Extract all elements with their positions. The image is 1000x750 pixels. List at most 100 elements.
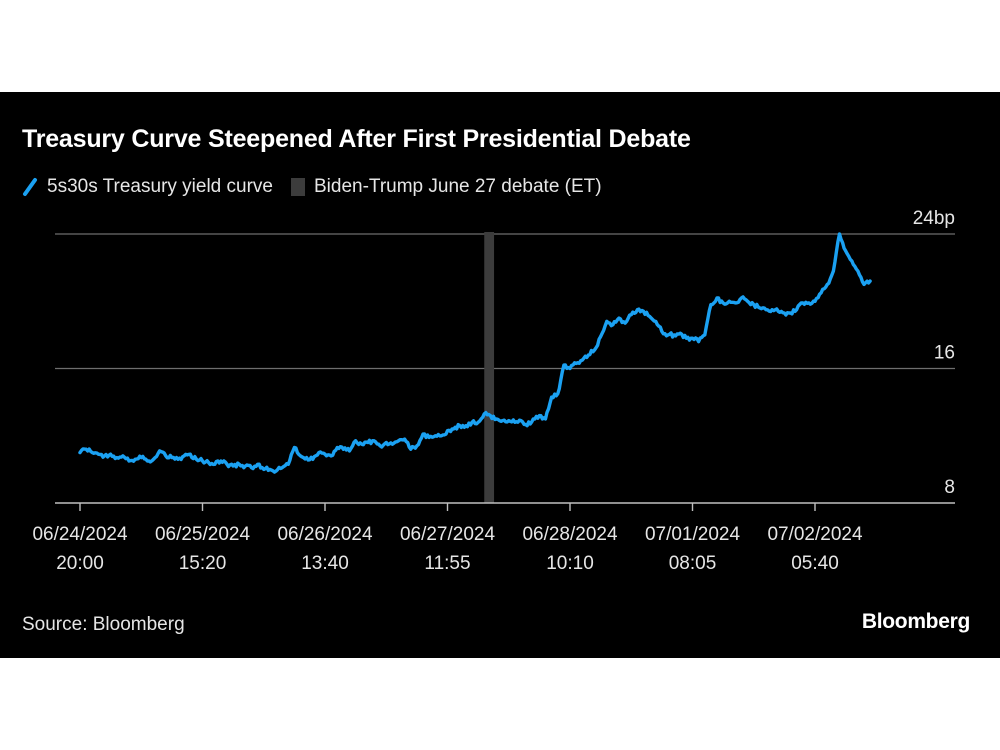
data-point xyxy=(274,469,278,473)
data-point xyxy=(458,424,462,428)
data-point xyxy=(335,446,339,450)
data-point xyxy=(415,444,419,448)
data-point xyxy=(470,420,474,424)
data-point xyxy=(139,456,143,460)
data-point xyxy=(831,269,835,273)
x-tick-date: 07/01/2024 xyxy=(645,524,741,545)
data-point xyxy=(201,459,204,463)
data-point xyxy=(188,452,192,456)
data-point xyxy=(90,451,94,455)
debate-band-layer xyxy=(484,232,495,503)
x-tick-time: 05:40 xyxy=(791,553,839,574)
data-point xyxy=(697,340,701,344)
data-point xyxy=(586,353,590,357)
x-axis xyxy=(55,502,955,511)
data-point xyxy=(727,299,731,303)
data-point xyxy=(666,333,670,337)
data-point xyxy=(544,417,547,421)
data-point xyxy=(574,361,578,365)
data-point xyxy=(629,313,633,317)
data-point xyxy=(194,457,198,461)
chart-panel xyxy=(0,92,1000,658)
data-point xyxy=(746,299,750,303)
data-point xyxy=(433,434,437,438)
legend-entry-debate: Biden-Trump June 27 debate (ET) xyxy=(291,176,602,198)
x-tick-date: 06/25/2024 xyxy=(155,524,251,545)
y-tick-label: 16 xyxy=(934,343,955,364)
bloomberg-logo: Bloomberg xyxy=(861,610,970,633)
data-point xyxy=(721,301,725,305)
data-point xyxy=(286,462,290,466)
data-point xyxy=(213,462,217,466)
series-line-5s30s xyxy=(78,232,872,474)
data-point xyxy=(207,461,211,465)
data-point xyxy=(813,299,817,303)
data-point xyxy=(844,249,848,253)
legend-label-debate: Biden-Trump June 27 debate (ET) xyxy=(314,176,602,197)
data-point xyxy=(133,457,137,461)
data-point xyxy=(439,434,443,438)
data-point xyxy=(421,432,425,436)
data-point xyxy=(250,466,253,470)
data-point xyxy=(488,414,492,418)
y-tick-label: 8 xyxy=(944,477,955,498)
x-tick-time: 11:55 xyxy=(424,553,470,574)
data-point xyxy=(789,311,792,315)
data-point xyxy=(550,395,554,399)
data-point xyxy=(182,454,186,458)
debate-band xyxy=(484,232,495,503)
data-point xyxy=(568,367,572,370)
data-point xyxy=(231,464,235,468)
data-point xyxy=(635,308,639,312)
data-point xyxy=(403,437,407,441)
data-point xyxy=(366,440,370,444)
data-point xyxy=(593,348,596,352)
data-point xyxy=(476,420,480,424)
data-point xyxy=(409,447,413,451)
data-point xyxy=(341,447,345,451)
data-point xyxy=(96,452,100,456)
data-point xyxy=(519,419,523,423)
data-point xyxy=(115,456,119,460)
data-point xyxy=(605,319,609,323)
data-point xyxy=(427,435,431,439)
data-point xyxy=(225,462,229,466)
data-point xyxy=(684,336,688,340)
data-point xyxy=(850,259,854,263)
data-point xyxy=(801,301,805,305)
data-point xyxy=(384,440,388,444)
legend-line-swatch xyxy=(23,178,37,196)
data-point xyxy=(323,452,327,456)
data-point xyxy=(348,449,351,453)
data-point xyxy=(862,282,866,286)
data-point xyxy=(733,301,737,305)
data-point xyxy=(642,309,645,313)
data-point xyxy=(807,301,811,305)
data-point xyxy=(501,419,505,423)
x-tick-date: 06/28/2024 xyxy=(522,524,618,545)
x-tick-date: 07/02/2024 xyxy=(767,524,863,545)
x-tick-time: 20:00 xyxy=(56,553,104,574)
x-axis-labels: 06/24/2024 20:00 06/25/2024 15:20 06/26/2024… xyxy=(32,524,863,574)
data-point xyxy=(764,308,768,312)
data-point xyxy=(305,456,309,460)
x-tick-date: 06/24/2024 xyxy=(32,524,128,545)
data-point xyxy=(237,462,241,466)
data-point xyxy=(127,459,131,463)
data-point xyxy=(782,311,786,315)
data-point xyxy=(611,323,615,327)
legend: 5s30s Treasury yield curve Biden-Trump J… xyxy=(22,175,620,199)
data-point xyxy=(776,309,780,313)
data-point xyxy=(537,414,541,418)
data-point xyxy=(482,412,486,416)
data-point xyxy=(513,420,517,424)
data-point xyxy=(580,358,584,362)
y-tick-label: 24bp xyxy=(913,208,955,229)
data-point xyxy=(531,417,535,421)
data-point xyxy=(164,454,168,458)
data-point xyxy=(390,442,394,446)
data-point xyxy=(311,457,315,461)
data-point xyxy=(623,321,627,325)
x-tick-time: 15:20 xyxy=(179,553,227,574)
data-point xyxy=(329,454,333,458)
